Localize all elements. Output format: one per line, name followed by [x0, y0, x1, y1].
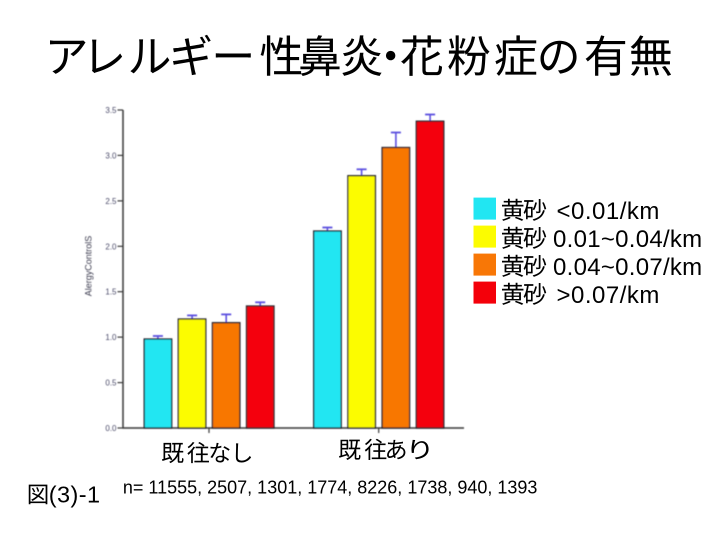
svg-text:(3)-1: (3)-1	[49, 482, 101, 508]
svg-text:0.01~0.04/km: 0.01~0.04/km	[553, 226, 702, 253]
svg-text:>0.07/km: >0.07/km	[557, 282, 660, 309]
svg-text:3.0: 3.0	[105, 151, 117, 160]
svg-text:AlergyControlS: AlergyControlS	[84, 236, 94, 297]
svg-text:<0.01/km: <0.01/km	[557, 198, 660, 225]
svg-text:0.0: 0.0	[105, 424, 117, 433]
svg-text:0.5: 0.5	[105, 379, 117, 388]
svg-text:1.5: 1.5	[105, 288, 117, 297]
svg-text:n= 11555, 2507, 1301, 1774, 82: n= 11555, 2507, 1301, 1774, 8226, 1738, …	[123, 478, 538, 498]
svg-text:1.0: 1.0	[105, 333, 117, 342]
svg-text:2.0: 2.0	[105, 242, 117, 251]
svg-text:0.04~0.07/km: 0.04~0.07/km	[553, 254, 702, 281]
svg-text:3.5: 3.5	[105, 106, 117, 115]
svg-text:2.5: 2.5	[105, 197, 117, 206]
